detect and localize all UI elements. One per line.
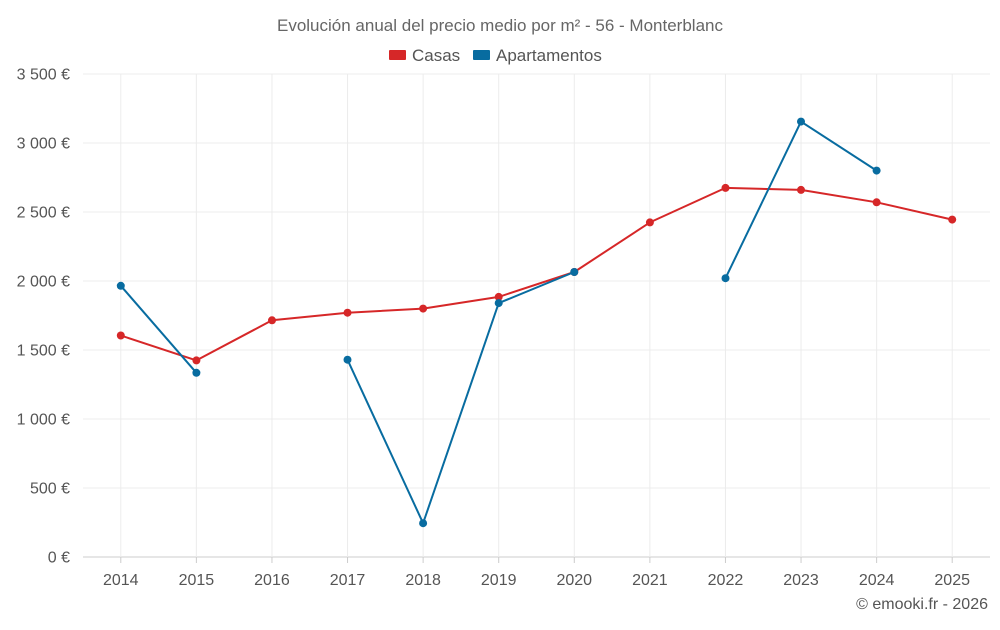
data-point-casas-2017[interactable]	[343, 308, 352, 317]
x-tick-label: 2024	[859, 572, 895, 589]
data-point-casas-2021[interactable]	[645, 218, 654, 227]
data-point-apartamentos-2019[interactable]	[494, 299, 503, 308]
legend: Casas Apartamentos	[389, 46, 602, 65]
series-casas	[116, 183, 957, 365]
x-tick-label: 2020	[556, 572, 592, 589]
series-line-apartamentos	[346, 271, 575, 525]
y-tick-label: 2 500 €	[17, 205, 70, 222]
data-point-apartamentos-2020[interactable]	[570, 268, 579, 276]
data-point-casas-2014[interactable]	[116, 331, 125, 340]
data-point-apartamentos-2015[interactable]	[192, 368, 201, 377]
credit-text: © emooki.fr - 2026	[856, 596, 988, 613]
x-axis: 2014 2015 2016 2017 2018 2019 2020 2021 2022 2023…	[103, 557, 970, 589]
legend-label-casas: Casas	[412, 46, 460, 65]
data-point-apartamentos-2024[interactable]	[872, 166, 881, 175]
x-tick-label: 2016	[254, 572, 290, 589]
y-tick-label: 3 500 €	[17, 67, 70, 84]
chart-title: Evolución anual del precio medio por m² …	[277, 16, 724, 35]
y-tick-label: 3 000 €	[17, 136, 70, 153]
legend-label-apartamentos: Apartamentos	[496, 46, 602, 65]
data-point-apartamentos-2017[interactable]	[343, 355, 352, 364]
series-layer	[116, 117, 957, 528]
x-tick-label: 2025	[934, 572, 970, 589]
data-point-apartamentos-2018[interactable]	[419, 519, 428, 528]
series-apartamentos	[116, 117, 881, 528]
y-axis: 0 € 500 € 1 000 € 1 500 € 2 000 € 2 500 € 3 00…	[17, 67, 70, 567]
data-point-casas-2019[interactable]	[494, 292, 503, 301]
y-tick-label: 1 500 €	[17, 343, 70, 360]
x-tick-label: 2022	[708, 572, 744, 589]
data-point-casas-2025[interactable]	[948, 215, 957, 224]
x-tick-label: 2017	[330, 572, 366, 589]
x-tick-label: 2021	[632, 572, 668, 589]
x-tick-label: 2023	[783, 572, 819, 589]
data-point-apartamentos-2014[interactable]	[116, 281, 125, 290]
x-tick-label: 2015	[179, 572, 215, 589]
x-tick-label: 2018	[405, 572, 441, 589]
legend-item-casas[interactable]: Casas	[389, 46, 460, 65]
y-tick-label: 0 €	[48, 550, 70, 567]
data-point-casas-2022[interactable]	[721, 183, 730, 192]
y-tick-label: 2 000 €	[17, 274, 70, 291]
legend-swatch-apartamentos	[473, 50, 490, 60]
data-point-apartamentos-2022[interactable]	[721, 274, 730, 283]
data-point-casas-2018[interactable]	[419, 304, 428, 313]
data-point-apartamentos-2023[interactable]	[797, 117, 805, 126]
x-tick-label: 2019	[481, 572, 517, 589]
series-line-apartamentos	[120, 285, 198, 374]
data-point-casas-2016[interactable]	[268, 316, 276, 325]
series-line-casas	[120, 186, 953, 362]
data-point-casas-2024[interactable]	[872, 198, 881, 207]
legend-item-apartamentos[interactable]: Apartamentos	[473, 46, 602, 65]
y-tick-label: 1 000 €	[17, 412, 70, 429]
legend-swatch-casas	[389, 50, 406, 60]
data-point-casas-2015[interactable]	[192, 356, 201, 365]
x-tick-label: 2014	[103, 572, 139, 589]
y-tick-label: 500 €	[30, 481, 70, 498]
grid-layer	[83, 73, 990, 558]
data-point-casas-2023[interactable]	[797, 185, 805, 194]
